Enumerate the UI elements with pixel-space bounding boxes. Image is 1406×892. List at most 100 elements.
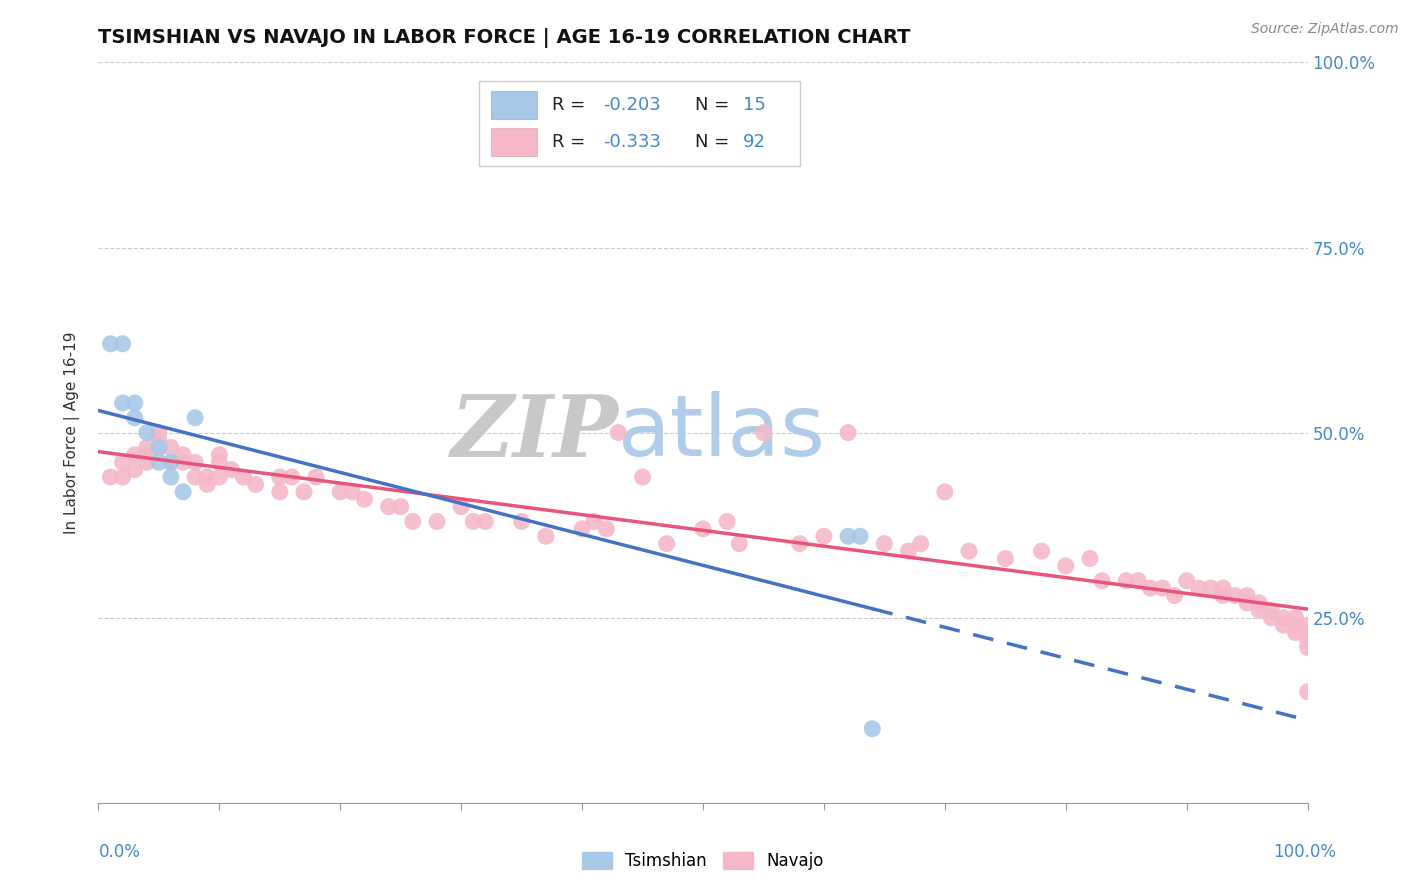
Point [245, 477, 267, 491]
Text: Source: ZipAtlas.com: Source: ZipAtlas.com [1251, 22, 1399, 37]
Point [148, 441, 170, 455]
Point [100, 336, 122, 351]
Point [1284, 625, 1306, 640]
Point [148, 455, 170, 469]
Point [269, 484, 291, 499]
Point [510, 515, 533, 529]
Point [849, 529, 872, 543]
Point [389, 500, 412, 514]
Text: atlas: atlas [619, 391, 827, 475]
Point [789, 536, 811, 550]
Point [474, 515, 496, 529]
Point [160, 441, 183, 455]
Point [111, 470, 134, 484]
Point [728, 536, 751, 550]
Point [1284, 610, 1306, 624]
Point [281, 470, 304, 484]
Point [221, 462, 243, 476]
Point [160, 455, 183, 469]
Point [195, 477, 218, 491]
Point [1031, 544, 1053, 558]
Point [813, 529, 835, 543]
Point [910, 536, 932, 550]
Point [1188, 581, 1211, 595]
Point [934, 484, 956, 499]
Point [195, 470, 218, 484]
Point [716, 515, 738, 529]
Point [172, 484, 194, 499]
Point [1115, 574, 1137, 588]
Text: 100.0%: 100.0% [1272, 843, 1336, 861]
Point [184, 455, 207, 469]
Point [1078, 551, 1101, 566]
Point [655, 536, 678, 550]
Point [1296, 632, 1319, 647]
Point [571, 522, 593, 536]
Point [160, 470, 183, 484]
Point [897, 544, 920, 558]
Point [994, 551, 1017, 566]
Point [1175, 574, 1198, 588]
Point [377, 500, 399, 514]
Point [631, 470, 654, 484]
Point [1272, 618, 1295, 632]
FancyBboxPatch shape [479, 81, 800, 166]
Point [232, 470, 254, 484]
Point [1260, 603, 1282, 617]
FancyBboxPatch shape [492, 91, 537, 119]
Text: 92: 92 [742, 133, 766, 151]
Text: R =: R = [551, 95, 591, 113]
Point [426, 515, 449, 529]
Text: 15: 15 [742, 95, 766, 113]
Point [269, 470, 291, 484]
Point [1199, 581, 1222, 595]
Point [184, 470, 207, 484]
Text: 0.0%: 0.0% [98, 843, 141, 861]
Point [1249, 603, 1271, 617]
Point [305, 470, 328, 484]
Point [752, 425, 775, 440]
Point [607, 425, 630, 440]
Point [463, 515, 485, 529]
Point [208, 470, 231, 484]
Point [184, 410, 207, 425]
Legend: Tsimshian, Navajo: Tsimshian, Navajo [575, 845, 831, 877]
Point [148, 433, 170, 447]
Text: ZIP: ZIP [450, 391, 619, 475]
Point [111, 455, 134, 469]
Point [124, 410, 146, 425]
Point [1223, 589, 1246, 603]
Point [1296, 618, 1319, 632]
Point [208, 455, 231, 469]
Point [837, 529, 859, 543]
Point [1091, 574, 1114, 588]
Point [148, 441, 170, 455]
Point [1163, 589, 1185, 603]
Y-axis label: In Labor Force | Age 16-19: In Labor Force | Age 16-19 [63, 331, 80, 534]
Point [135, 448, 157, 462]
Point [583, 515, 606, 529]
Point [135, 441, 157, 455]
Point [172, 448, 194, 462]
Point [1236, 596, 1258, 610]
Point [1128, 574, 1150, 588]
Point [1212, 581, 1234, 595]
Point [1152, 581, 1174, 595]
Point [124, 448, 146, 462]
FancyBboxPatch shape [492, 128, 537, 156]
Point [595, 522, 617, 536]
Text: R =: R = [551, 133, 591, 151]
Point [1296, 625, 1319, 640]
Point [208, 448, 231, 462]
Point [1054, 558, 1077, 573]
Point [124, 396, 146, 410]
Point [1236, 589, 1258, 603]
Point [292, 484, 315, 499]
Point [1260, 610, 1282, 624]
Point [873, 536, 896, 550]
Text: -0.333: -0.333 [603, 133, 661, 151]
Point [534, 529, 557, 543]
Point [450, 500, 472, 514]
Text: N =: N = [695, 95, 734, 113]
Point [837, 425, 859, 440]
